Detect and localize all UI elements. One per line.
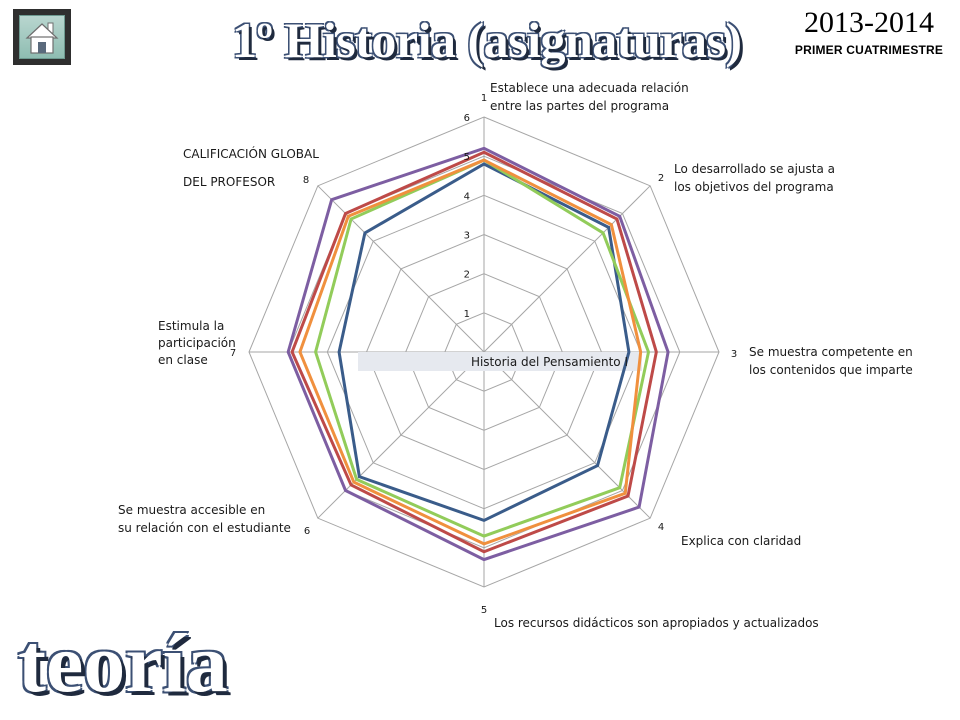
series-line-3 bbox=[298, 158, 643, 546]
series-line-4 bbox=[290, 150, 658, 554]
teoria-watermark: teoría bbox=[18, 617, 228, 710]
axis-label-1-line-1: Establece una adecuada relación bbox=[490, 81, 689, 95]
home-icon bbox=[19, 15, 65, 59]
r-tick-5: 5 bbox=[464, 152, 470, 163]
academic-year: 2013-2014 bbox=[804, 6, 934, 39]
axis-number-2: 2 bbox=[658, 173, 664, 184]
axis-label-3-line-2: los contenidos que imparte bbox=[749, 363, 913, 377]
axis-label-4-line-1: Explica con claridad bbox=[681, 534, 801, 548]
axis-label-8-line-1: CALIFICACIÓN GLOBAL bbox=[183, 146, 319, 161]
home-button[interactable] bbox=[13, 9, 71, 65]
r-tick-2: 2 bbox=[464, 270, 470, 281]
axis-label-7-line-3: en clase bbox=[158, 353, 208, 367]
legend-label: Historia del Pensamiento I bbox=[471, 355, 628, 369]
axis-label-1-line-2: entre las partes del programa bbox=[490, 99, 669, 113]
axis-number-1: 1 bbox=[481, 93, 487, 104]
axis-number-4: 4 bbox=[658, 522, 664, 533]
r-tick-6: 6 bbox=[464, 113, 470, 124]
axis-number-7: 7 bbox=[230, 348, 236, 359]
axis-label-3-line-1: Se muestra competente en bbox=[749, 345, 913, 359]
legend-band bbox=[358, 352, 642, 371]
r-tick-3: 3 bbox=[464, 231, 470, 242]
axis-number-5: 5 bbox=[481, 605, 487, 616]
term-label: PRIMER CUATRIMESTRE bbox=[794, 43, 944, 57]
axis-label-7-line-2: participación bbox=[158, 336, 236, 350]
series-line-5 bbox=[286, 146, 670, 562]
axis-label-8-line-2: DEL PROFESOR bbox=[183, 175, 275, 189]
spoke-4 bbox=[483, 351, 651, 519]
r-tick-4: 4 bbox=[464, 191, 470, 202]
axis-number-3: 3 bbox=[731, 349, 737, 360]
page-title: 1º Historia (asignaturas) bbox=[232, 12, 742, 68]
series-line-2 bbox=[314, 158, 651, 538]
axis-label-7-line-1: Estimula la bbox=[158, 319, 224, 333]
spoke-2 bbox=[483, 185, 651, 353]
axis-label-6-line-2: su relación con el estudiante bbox=[118, 521, 291, 535]
axis-label-2-line-2: los objetivos del programa bbox=[674, 180, 834, 194]
axis-number-8: 8 bbox=[303, 175, 309, 186]
axis-label-5-line-1: Los recursos didácticos son apropiados y… bbox=[494, 616, 819, 630]
r-tick-1: 1 bbox=[464, 309, 470, 320]
axis-number-6: 6 bbox=[304, 526, 310, 537]
axis-label-2-line-1: Lo desarrollado se ajusta a bbox=[674, 162, 835, 176]
axis-label-6-line-1: Se muestra accesible en bbox=[118, 503, 265, 517]
